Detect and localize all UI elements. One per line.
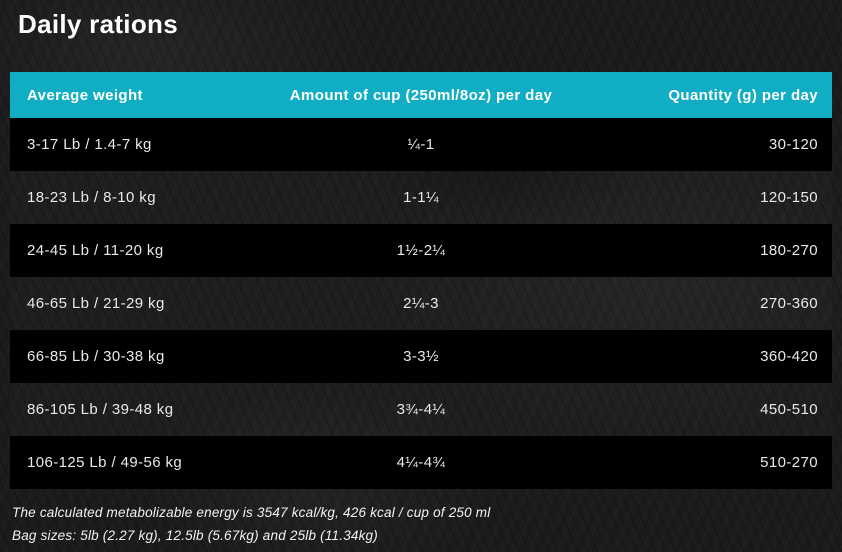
- cell-quantity-per-day: 360-420: [760, 348, 818, 365]
- cell-quantity-per-day: 270-360: [760, 295, 818, 312]
- table-row: 66-85 Lb / 30-38 kg 3-3½ 360-420: [10, 330, 832, 383]
- column-header-average-weight: Average weight: [27, 86, 143, 104]
- footnotes: The calculated metabolizable energy is 3…: [12, 501, 490, 547]
- page-title: Daily rations: [18, 9, 178, 39]
- cell-average-weight: 3-17 Lb / 1.4-7 kg: [27, 136, 152, 153]
- cell-cups-per-day: 4¼-4¾: [396, 454, 446, 471]
- cell-average-weight: 24-45 Lb / 11-20 kg: [27, 242, 164, 259]
- daily-rations-table: Average weight Amount of cup (250ml/8oz)…: [10, 72, 832, 489]
- cell-cups-per-day: 1½-2¼: [396, 242, 446, 259]
- cell-quantity-per-day: 510-270: [760, 454, 818, 471]
- table-row: 46-65 Lb / 21-29 kg 2¼-3 270-360: [10, 277, 832, 330]
- footnote-energy: The calculated metabolizable energy is 3…: [12, 505, 491, 520]
- column-header-cups-per-day: Amount of cup (250ml/8oz) per day: [289, 86, 553, 104]
- column-header-quantity-per-day: Quantity (g) per day: [668, 86, 818, 104]
- cell-cups-per-day: 3¾-4¼: [396, 401, 446, 418]
- cell-average-weight: 66-85 Lb / 30-38 kg: [27, 348, 165, 365]
- table-row: 18-23 Lb / 8-10 kg 1-1¼ 120-150: [10, 171, 832, 224]
- cell-average-weight: 46-65 Lb / 21-29 kg: [27, 295, 165, 312]
- cell-cups-per-day: 1-1¼: [403, 189, 439, 206]
- cell-average-weight: 86-105 Lb / 39-48 kg: [27, 401, 174, 418]
- cell-average-weight: 106-125 Lb / 49-56 kg: [27, 454, 183, 471]
- cell-quantity-per-day: 450-510: [760, 401, 818, 418]
- table-row: 24-45 Lb / 11-20 kg 1½-2¼ 180-270: [10, 224, 832, 277]
- cell-quantity-per-day: 180-270: [760, 242, 818, 259]
- cell-cups-per-day: ¼-1: [407, 136, 435, 153]
- cell-average-weight: 18-23 Lb / 8-10 kg: [27, 189, 156, 206]
- table-header-row: Average weight Amount of cup (250ml/8oz)…: [10, 72, 832, 118]
- cell-cups-per-day: 3-3½: [403, 348, 439, 365]
- cell-quantity-per-day: 120-150: [760, 189, 818, 206]
- table-row: 86-105 Lb / 39-48 kg 3¾-4¼ 450-510: [10, 383, 832, 436]
- cell-cups-per-day: 2¼-3: [403, 295, 439, 312]
- cell-quantity-per-day: 30-120: [768, 136, 818, 153]
- footnote-bag-sizes: Bag sizes: 5lb (2.27 kg), 12.5lb (5.67kg…: [12, 528, 378, 543]
- table-row: 3-17 Lb / 1.4-7 kg ¼-1 30-120: [10, 118, 832, 171]
- table-row: 106-125 Lb / 49-56 kg 4¼-4¾ 510-270: [10, 436, 832, 489]
